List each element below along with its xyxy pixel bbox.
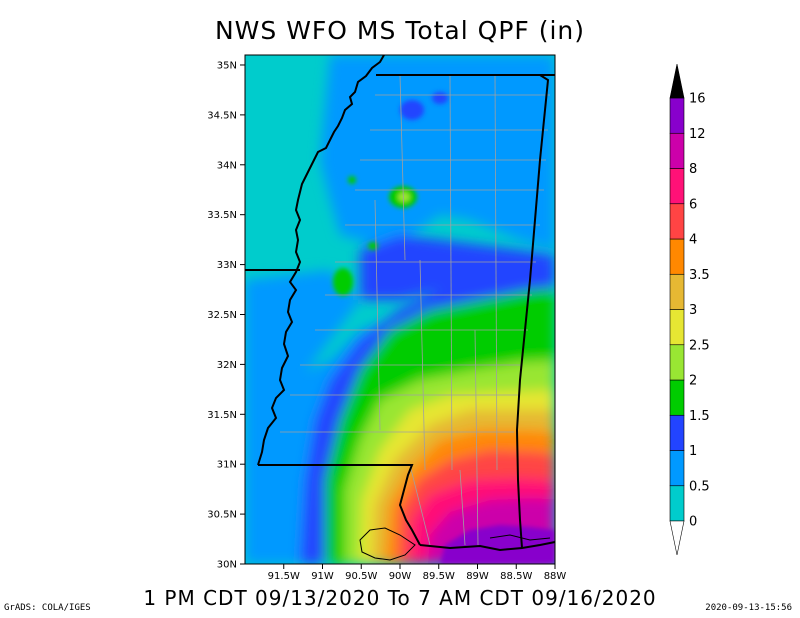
colorbar-swatch: [669, 485, 685, 522]
colorbar-swatch: [669, 309, 685, 346]
colorbar-label: 1.5: [689, 409, 710, 424]
time-range-label: 1 PM CDT 09/13/2020 To 7 AM CDT 09/16/20…: [143, 586, 657, 610]
x-tick-label: 88.5W: [500, 571, 532, 582]
colorbar-label: 3.5: [689, 268, 710, 283]
cell-lightgreen-north: [398, 192, 410, 202]
colorbar-swatch: [669, 168, 685, 205]
x-tick-label: 88W: [544, 571, 567, 582]
x-tick-label: 89W: [466, 571, 489, 582]
colorbar-label: 0: [689, 515, 697, 530]
gulf-coast: [419, 541, 556, 552]
y-tick-label: 33N: [217, 260, 237, 271]
x-tick-label: 91W: [311, 571, 334, 582]
colorbar-swatch: [669, 379, 685, 416]
colorbar-swatch: [669, 132, 685, 169]
precip-field: [245, 55, 555, 564]
colorbar-label: 2.5: [689, 338, 710, 353]
colorbar-swatch: [669, 273, 685, 310]
colorbar-swatch: [669, 238, 685, 275]
map-title: NWS WFO MS Total QPF (in): [214, 16, 586, 45]
colorbar-under-arrow: [669, 520, 685, 556]
colorbar-label: 4: [689, 233, 697, 248]
cell-green-west: [333, 268, 353, 296]
colorbar-swatch: [669, 203, 685, 240]
y-tick-label: 31.5N: [207, 410, 237, 421]
y-tick-label: 33.5N: [207, 210, 237, 221]
x-tick-label: 91.5W: [268, 571, 300, 582]
ms-river-boundary: [257, 54, 385, 466]
coastline-details: [359, 527, 551, 561]
county-lines: [280, 74, 550, 546]
cell-blue-north: [400, 100, 424, 120]
colorbar-label: 0.5: [689, 479, 710, 494]
y-tick-label: 34N: [217, 160, 237, 171]
x-tick-label: 90W: [389, 571, 412, 582]
la-ms-south-boundary: [258, 464, 421, 546]
x-tick-label: 90.5W: [345, 571, 377, 582]
timestamp-label: 2020-09-13-15:56: [705, 603, 792, 613]
colorbar-label: 12: [689, 127, 706, 142]
cell-green-small: [368, 242, 378, 250]
colorbar-over-arrow: [669, 63, 685, 99]
colorbar-label: 2: [689, 374, 697, 389]
credit-label: GrADS: COLA/IGES: [4, 603, 91, 613]
colorbar: 0 0.5 1 1.5 2 2.5 3 3.5 4 6 8 12 16: [669, 63, 710, 556]
colorbar-swatch: [669, 344, 685, 381]
y-tick-label: 32N: [217, 360, 237, 371]
field-level-0-5-west: [245, 270, 360, 564]
cell-blue-top: [432, 92, 448, 104]
colorbar-swatch: [669, 97, 685, 134]
y-tick-label: 30N: [217, 560, 237, 571]
field-level-12: [440, 525, 555, 564]
y-tick-label: 35N: [217, 60, 237, 71]
colorbar-swatch: [669, 414, 685, 451]
y-axis: 30N 30.5N 31N 31.5N 32N 32.5N 33N 33.5N 34N 34.5N…: [207, 60, 245, 571]
colorbar-label: 16: [689, 92, 706, 107]
y-tick-label: 34.5N: [207, 110, 237, 121]
al-ms-boundary: [515, 74, 550, 549]
colorbar-swatch: [669, 450, 685, 487]
state-boundaries: [245, 54, 556, 552]
cell-green-tiny: [348, 176, 356, 184]
x-axis: 91.5W 91W 90.5W 90W 89.5W 89W 88.5W 88W: [268, 564, 567, 582]
field-level-1-north: [360, 235, 555, 300]
y-tick-label: 32.5N: [207, 310, 237, 321]
x-tick-label: 89.5W: [423, 571, 455, 582]
colorbar-label: 1: [689, 444, 697, 459]
colorbar-label: 3: [689, 303, 697, 318]
field-level-0-5: [320, 55, 555, 250]
y-tick-label: 30.5N: [207, 510, 237, 521]
colorbar-label: 8: [689, 162, 697, 177]
y-tick-label: 31N: [217, 460, 237, 471]
colorbar-label: 6: [689, 197, 697, 212]
